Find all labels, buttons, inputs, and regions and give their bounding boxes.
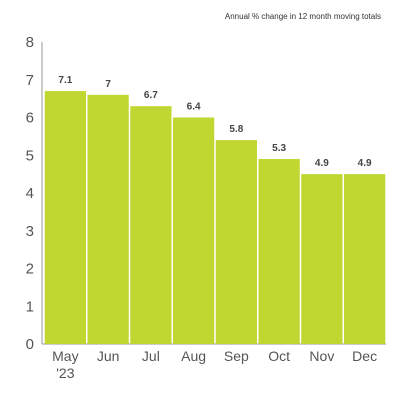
y-tick-label: 3 xyxy=(26,223,34,240)
data-label: 5.8 xyxy=(229,124,243,135)
bar xyxy=(130,106,172,344)
bar xyxy=(301,174,343,344)
bar xyxy=(44,91,86,344)
x-tick-label: Jun xyxy=(97,348,120,364)
data-label: 7.1 xyxy=(58,75,72,86)
y-tick-label: 6 xyxy=(26,110,34,127)
x-tick-label: Sep xyxy=(224,348,249,364)
x-axis-ticks: May'23 Jun Jul Aug Sep Oct Nov Dec xyxy=(52,348,377,381)
y-axis-ticks: 0 1 2 3 4 5 6 7 8 xyxy=(26,34,34,353)
y-tick-label: 1 xyxy=(26,298,34,315)
data-label: 6.4 xyxy=(187,102,201,113)
bar xyxy=(87,94,129,344)
x-tick-label: Aug xyxy=(181,348,206,364)
y-tick-label: 5 xyxy=(26,147,34,164)
chart-annotation: Annual % change in 12 month moving total… xyxy=(225,12,381,21)
bar xyxy=(173,117,215,344)
x-tick-label-year: '23 xyxy=(56,365,74,381)
y-tick-label: 4 xyxy=(26,185,34,202)
x-tick-label: Jul xyxy=(142,348,160,364)
x-tick-label: May xyxy=(52,348,78,364)
bar xyxy=(258,159,300,344)
data-label: 5.3 xyxy=(272,143,286,154)
data-label: 7 xyxy=(105,79,111,90)
x-tick-label: Nov xyxy=(309,348,334,364)
y-tick-label: 8 xyxy=(26,34,34,51)
data-label: 4.9 xyxy=(358,158,372,169)
data-label: 4.9 xyxy=(315,158,329,169)
bar xyxy=(344,174,386,344)
bar xyxy=(215,140,257,344)
x-tick-label: Oct xyxy=(268,348,290,364)
y-tick-label: 2 xyxy=(26,261,34,278)
bars xyxy=(44,91,386,344)
y-tick-label: 0 xyxy=(26,336,34,353)
data-labels: 7.1 7 6.7 6.4 5.8 5.3 4.9 4.9 xyxy=(58,75,372,169)
data-label: 6.7 xyxy=(144,90,158,101)
y-tick-label: 7 xyxy=(26,72,34,89)
x-tick-label: Dec xyxy=(352,348,377,364)
